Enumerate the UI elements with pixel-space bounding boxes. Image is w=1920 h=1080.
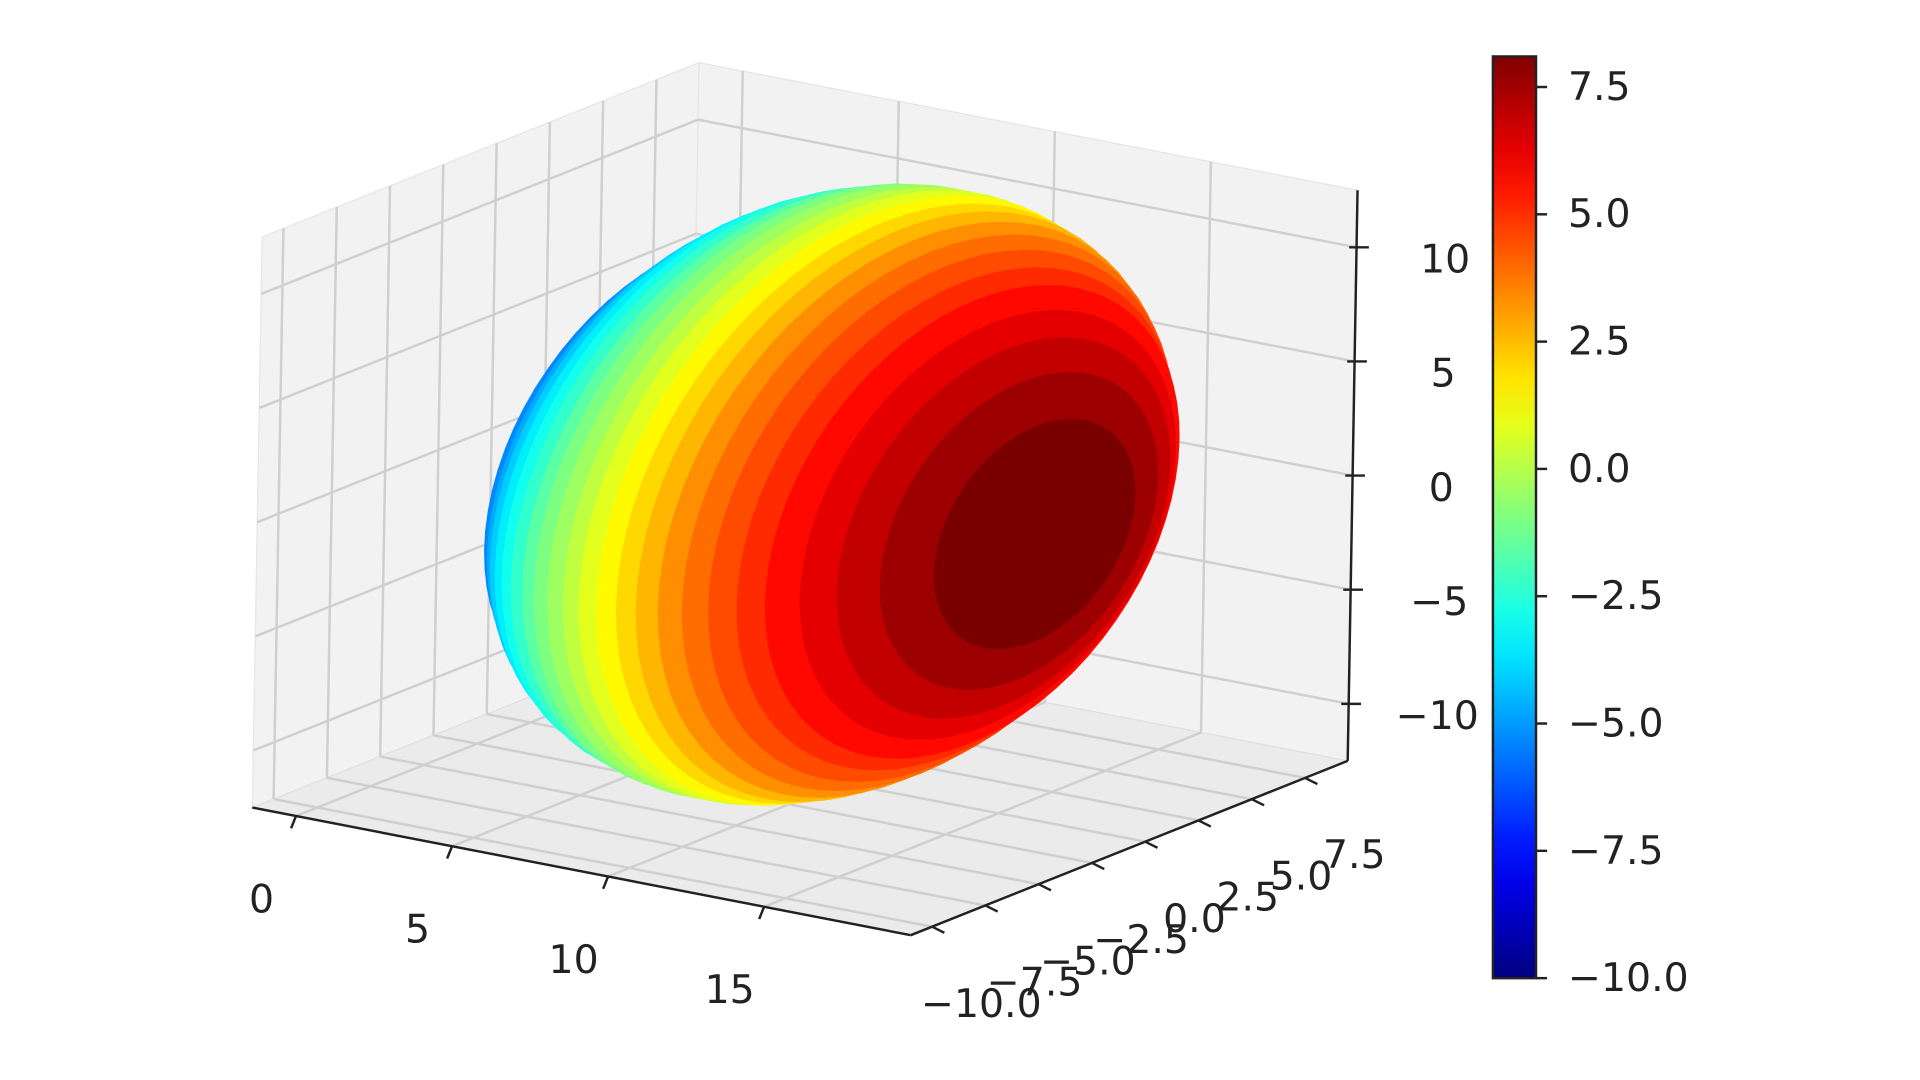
tick-mark bbox=[1304, 776, 1318, 786]
tick-mark bbox=[601, 876, 610, 890]
tick-mark bbox=[758, 906, 766, 920]
y-tick-label: −10.0 bbox=[921, 982, 1042, 1027]
colorbar-tick-label: 0.0 bbox=[1568, 447, 1631, 492]
colorbar-tick-label: −10.0 bbox=[1568, 956, 1689, 1001]
colorbar-tick-label: −5.0 bbox=[1568, 702, 1664, 747]
z-tick-label: −10 bbox=[1396, 694, 1479, 739]
grid-line bbox=[697, 118, 1357, 249]
surface-slice bbox=[933, 418, 1136, 650]
z-tick-label: 10 bbox=[1420, 238, 1470, 283]
y-tick-label: −5.0 bbox=[1040, 939, 1136, 984]
grid-line bbox=[273, 797, 933, 928]
grid-line bbox=[379, 755, 1039, 886]
tick-mark bbox=[1251, 798, 1265, 807]
colorbar-tick-label: −7.5 bbox=[1568, 829, 1664, 874]
z-axis-line bbox=[1346, 190, 1359, 761]
y-axis-line bbox=[910, 759, 1349, 937]
tick-mark bbox=[931, 925, 945, 934]
grid-line bbox=[258, 232, 697, 410]
tick-mark bbox=[1038, 883, 1052, 892]
tick-mark bbox=[984, 904, 999, 913]
colorbar-tick-label: −2.5 bbox=[1568, 574, 1664, 619]
y-tick-label: 7.5 bbox=[1323, 833, 1386, 878]
tick-mark bbox=[445, 845, 454, 859]
y-tick-label: 5.0 bbox=[1270, 854, 1333, 899]
y-tick-label: −7.5 bbox=[987, 961, 1083, 1006]
z-tick-label: −5 bbox=[1410, 580, 1468, 625]
grid-line bbox=[326, 776, 986, 907]
z-tick-label: 0 bbox=[1429, 466, 1454, 511]
tick-mark bbox=[1144, 840, 1159, 849]
colorbar-tick-label: 5.0 bbox=[1568, 192, 1631, 237]
grid-line bbox=[260, 118, 699, 296]
tick-mark bbox=[1091, 861, 1105, 871]
colorbar bbox=[1491, 55, 1538, 980]
tick-mark bbox=[1197, 819, 1212, 828]
y-tick-label: 2.5 bbox=[1216, 876, 1279, 921]
colorbar-tick-label: 2.5 bbox=[1568, 320, 1631, 365]
x-tick-label: 0 bbox=[249, 877, 274, 922]
y-tick-label: −2.5 bbox=[1093, 918, 1189, 963]
x-tick-label: 15 bbox=[705, 968, 755, 1013]
x-axis-line bbox=[252, 806, 912, 937]
z-tick-label: 5 bbox=[1431, 352, 1456, 397]
surface bbox=[484, 183, 1180, 806]
y-tick-label: 0.0 bbox=[1163, 897, 1226, 942]
x-tick-label: 10 bbox=[549, 938, 599, 983]
colorbar-tick-label: 7.5 bbox=[1568, 65, 1631, 110]
x-tick-label: 5 bbox=[405, 908, 430, 953]
tick-mark bbox=[289, 815, 298, 829]
